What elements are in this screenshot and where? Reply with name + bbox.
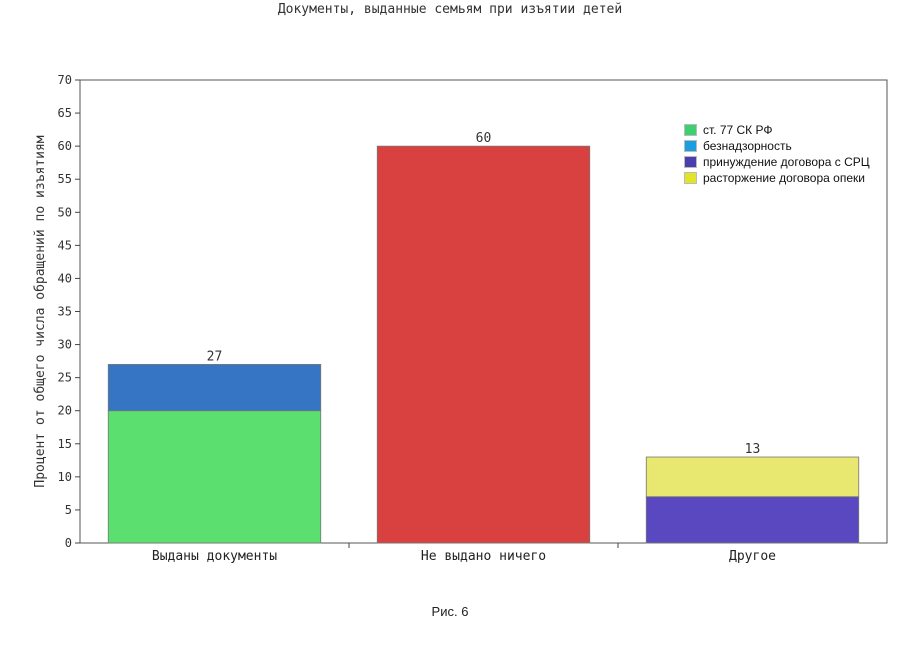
bar-total-bg: [739, 440, 766, 457]
y-axis-label: Процент от общего числа обращений по изъ…: [33, 135, 48, 487]
bar-total-label: 27: [207, 349, 223, 364]
y-tick-label: 0: [65, 536, 72, 550]
y-tick-label: 5: [65, 503, 72, 517]
y-tick-label: 70: [58, 73, 72, 87]
legend-item: принуждение договора с СРЦ: [684, 154, 870, 170]
bar-segment: [107, 364, 322, 412]
x-tick-label: Не выдано ничего: [421, 549, 546, 564]
chart-title: Документы, выданные семьям при изъятии д…: [277, 2, 623, 17]
x-tick-label: Выданы документы: [152, 549, 277, 564]
bar-segment: [376, 145, 591, 544]
y-tick-label: 25: [58, 371, 72, 385]
x-tick-label: Другое: [729, 549, 776, 564]
y-tick-label: 20: [58, 404, 72, 418]
y-tick-label: 30: [58, 338, 72, 352]
bar-segment: [645, 456, 860, 498]
legend-label: ст. 77 СК РФ: [703, 123, 773, 137]
legend-label: расторжение договора опеки: [703, 171, 865, 185]
legend-swatch: [684, 156, 697, 168]
y-tick-label: 55: [58, 172, 72, 186]
y-tick-label: 35: [58, 305, 72, 319]
y-tick-label: 15: [58, 437, 72, 451]
y-tick-label: 50: [58, 205, 72, 219]
y-tick-label: 60: [58, 139, 72, 153]
bar-segment: [107, 410, 322, 544]
legend: ст. 77 СК РФ безнадзорность принуждение …: [684, 122, 870, 186]
bar-segment: [645, 496, 860, 544]
legend-item: расторжение договора опеки: [684, 170, 870, 186]
bar-total-label: 13: [745, 442, 761, 457]
y-tick-label: 10: [58, 470, 72, 484]
legend-label: безнадзорность: [703, 139, 792, 153]
bar-total-bg: [201, 347, 228, 364]
legend-item: ст. 77 СК РФ: [684, 122, 870, 138]
legend-item: безнадзорность: [684, 138, 870, 154]
figure-caption: Рис. 6: [431, 604, 469, 619]
y-tick-label: 45: [58, 238, 72, 252]
legend-swatch: [684, 172, 697, 184]
bar-total-label: 60: [476, 131, 492, 146]
legend-label: принуждение договора с СРЦ: [703, 155, 870, 169]
bar-total-bg: [470, 129, 497, 146]
legend-swatch: [684, 124, 697, 136]
y-tick-label: 40: [58, 271, 72, 285]
legend-swatch: [684, 140, 697, 152]
y-tick-label: 65: [58, 106, 72, 120]
